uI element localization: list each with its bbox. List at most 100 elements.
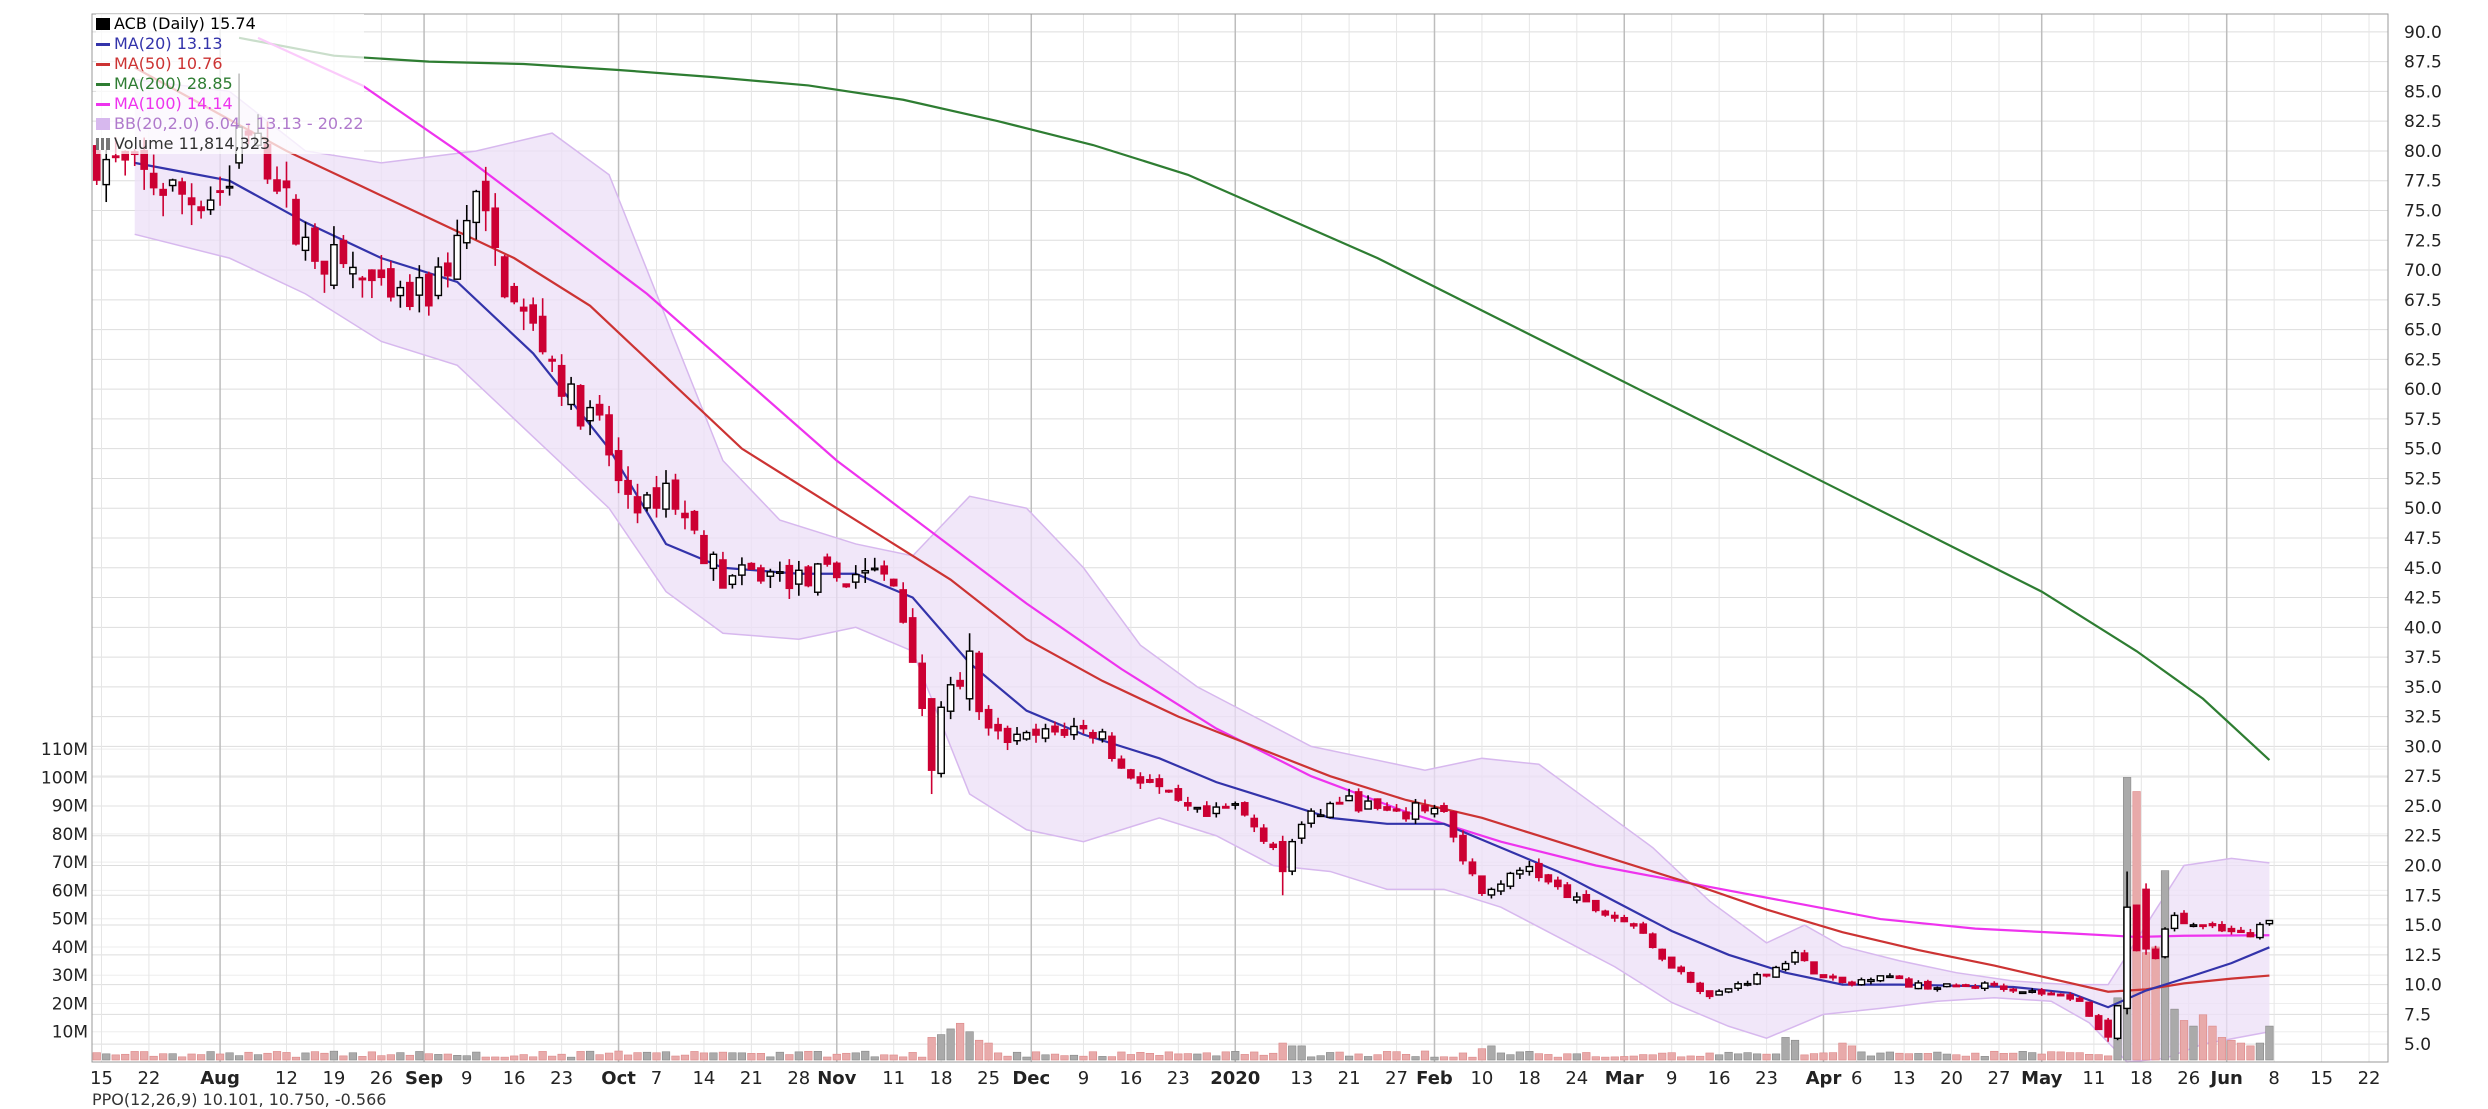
candle-body [1202, 805, 1211, 817]
candle-body [320, 260, 329, 275]
candle [766, 568, 775, 588]
candle-body [2037, 989, 2046, 995]
ma200-swatch [96, 82, 110, 86]
candle [1629, 922, 1638, 929]
volume-bar [918, 1056, 927, 1061]
volume-bar [1800, 1054, 1809, 1061]
candle-body [225, 185, 234, 189]
candle-body [1307, 810, 1315, 824]
x-tick-label: Jun [2209, 1068, 2243, 1089]
candle-body [2199, 924, 2207, 928]
candle-body [273, 179, 281, 192]
candle [1307, 808, 1315, 828]
candlesticks [92, 73, 2274, 1042]
candle-body [368, 269, 376, 282]
volume-bar [1392, 1051, 1401, 1061]
y-tick-label: 57.5 [2404, 410, 2442, 430]
candle [1022, 730, 1031, 741]
candle [1392, 804, 1401, 813]
candle [1658, 948, 1667, 962]
volume-bar [1819, 1052, 1828, 1061]
x-tick-label: May [2021, 1068, 2063, 1089]
candle-body [1563, 884, 1572, 899]
candle-body [1165, 789, 1173, 793]
volume-bar [2217, 1037, 2227, 1061]
candle [1582, 890, 1591, 903]
candle-body [2170, 914, 2179, 930]
candle [728, 574, 737, 589]
x-tick-label: 9 [1666, 1068, 1677, 1089]
candle [984, 705, 993, 736]
volume-bar [253, 1054, 263, 1061]
x-tick-label: 15 [90, 1068, 113, 1089]
candle-body [994, 723, 1002, 732]
volume-bar [2170, 1008, 2179, 1061]
volume-bar [1307, 1056, 1316, 1061]
candle [1800, 949, 1809, 962]
candle [206, 186, 215, 215]
candle [937, 701, 945, 778]
candle [2237, 926, 2245, 934]
candle [1202, 801, 1211, 817]
y-tick-label: 85.0 [2404, 82, 2442, 102]
volume-bar [206, 1051, 215, 1061]
volume-bar [1050, 1053, 1060, 1061]
candle-body [2028, 990, 2037, 993]
volume-bar [130, 1051, 139, 1061]
volume-bar [320, 1052, 329, 1061]
volume-bar [1174, 1053, 1183, 1061]
candle [652, 475, 661, 518]
y-tick-label: 42.5 [2404, 589, 2442, 609]
x-tick-label: 21 [740, 1068, 763, 1089]
y-tick-label: 15.0 [2404, 916, 2442, 936]
y-tick-label: 70.0 [2404, 261, 2442, 281]
volume-bar [197, 1054, 206, 1061]
volume-label: Volume [114, 134, 174, 153]
volume-bar [861, 1050, 870, 1061]
candle-body [1212, 806, 1221, 815]
candle [529, 297, 538, 331]
candle [880, 560, 889, 581]
candle [1288, 838, 1297, 876]
y-tick-label: 40.0 [2404, 618, 2442, 638]
volume-bar [766, 1056, 775, 1061]
candle-body [396, 286, 405, 297]
candle [1753, 972, 1761, 986]
volume-bar [1790, 1039, 1800, 1061]
x-tick-label: 2020 [1210, 1068, 1260, 1089]
candle-body [529, 304, 538, 324]
volume-bar [1449, 1056, 1458, 1061]
volume-bar [1411, 1056, 1420, 1061]
candle-body [766, 571, 775, 577]
volume-bar [1752, 1053, 1762, 1061]
volume-bar [2160, 870, 2170, 1061]
candle-body [1648, 933, 1657, 949]
volume-bar [2028, 1052, 2037, 1061]
volume-bar [623, 1054, 633, 1061]
ma50-label: MA(50) [114, 54, 172, 73]
candle [1914, 980, 1923, 990]
candle [216, 176, 224, 206]
candle-body [1990, 982, 1999, 986]
candle-body [2056, 993, 2065, 997]
candle-body [387, 268, 395, 298]
candle [1345, 788, 1353, 802]
candle-body [1060, 728, 1069, 736]
candle [1667, 956, 1676, 969]
volume-bar [1847, 1045, 1857, 1061]
ma100-label: MA(100) [114, 94, 182, 113]
candle [1535, 858, 1543, 882]
volume-bar [1705, 1052, 1714, 1061]
candle [1146, 774, 1154, 784]
volume-bar [1591, 1056, 1600, 1061]
y-tick-label: 20.0 [2404, 857, 2442, 877]
candle-body [1829, 975, 1837, 979]
volume-bar [908, 1052, 917, 1061]
candle-body [538, 315, 547, 353]
volume-bar [756, 1053, 765, 1061]
candle [1221, 803, 1230, 809]
candle [1174, 784, 1183, 802]
candle-body [1345, 795, 1353, 802]
volume-bar [642, 1051, 652, 1061]
volume-bar [2227, 1039, 2236, 1061]
